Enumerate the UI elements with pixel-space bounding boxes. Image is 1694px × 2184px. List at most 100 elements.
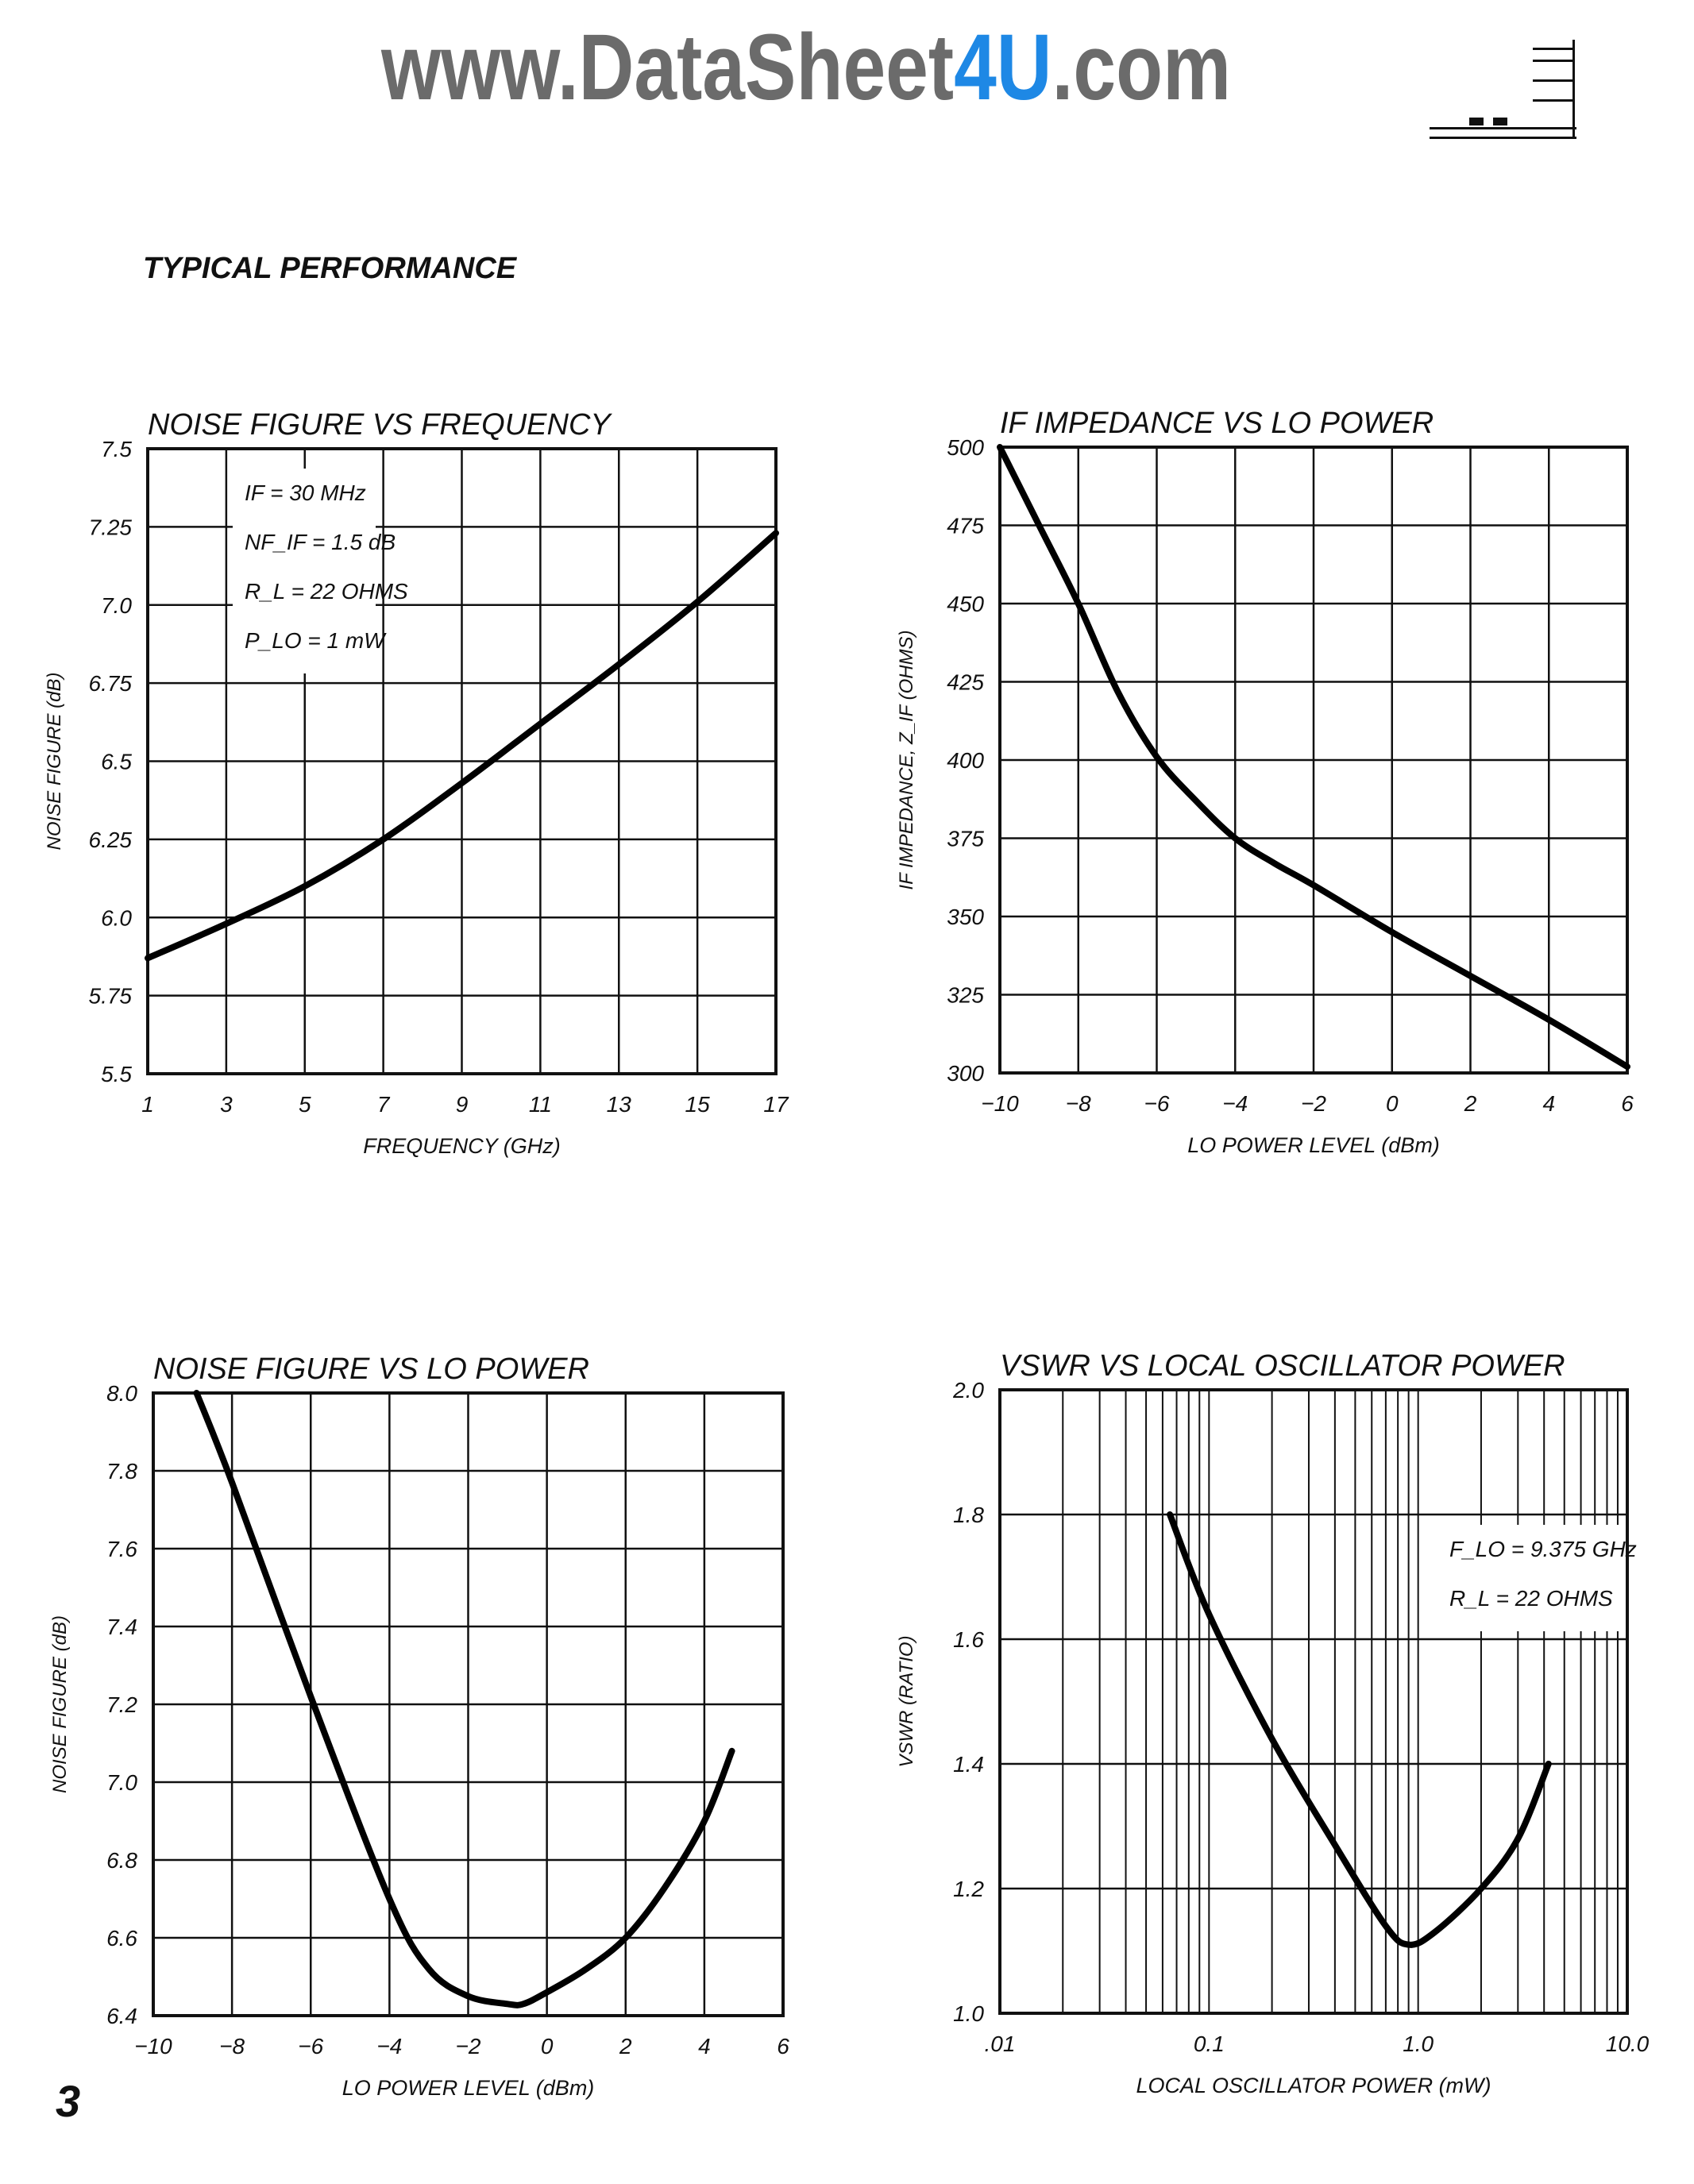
x-tick-label: 2 [619, 2034, 632, 2059]
y-tick-label: 8.0 [106, 1381, 137, 1406]
svg-text:www.DataSheet4U.com: www.DataSheet4U.com [380, 15, 1231, 120]
x-tick-label: 15 [685, 1092, 711, 1117]
x-tick-label: −8 [219, 2034, 245, 2059]
y-tick-label: 2.0 [952, 1378, 984, 1403]
x-tick-label: 1 [141, 1092, 154, 1117]
x-tick-label: .01 [985, 2032, 1016, 2056]
y-axis-label: NOISE FIGURE (dB) [49, 1615, 71, 1793]
x-tick-label: 4 [1542, 1091, 1555, 1116]
chart-title: NOISE FIGURE VS LO POWER [153, 1352, 589, 1386]
x-tick-label: 0 [541, 2034, 554, 2059]
y-tick-label: 7.25 [89, 515, 133, 539]
watermark-suffix: .com [1052, 15, 1231, 120]
y-tick-label: 6.6 [106, 1926, 137, 1951]
y-tick-label: 7.5 [101, 437, 132, 461]
y-tick-label: 7.0 [101, 593, 132, 618]
plot-frame [152, 1391, 785, 2017]
y-tick-label: 325 [947, 983, 984, 1008]
x-tick-label: −8 [1066, 1091, 1091, 1116]
chart-title: NOISE FIGURE VS FREQUENCY [148, 408, 612, 442]
x-axis-label: FREQUENCY (GHz) [363, 1134, 561, 1158]
annotation-background [1437, 1525, 1620, 1631]
x-tick-label: 3 [220, 1092, 233, 1117]
y-tick-label: 6.5 [101, 750, 132, 774]
x-tick-label: 0 [1386, 1091, 1399, 1116]
annotation-text: R_L = 22 OHMS [245, 579, 408, 604]
annotation-text: F_LO = 9.375 GHz [1449, 1537, 1637, 1561]
x-tick-label: 9 [456, 1092, 469, 1117]
y-tick-label: 7.6 [106, 1537, 137, 1561]
x-tick-label: −2 [456, 2034, 481, 2059]
y-axis-label: NOISE FIGURE (dB) [44, 672, 65, 850]
y-tick-label: 6.0 [101, 905, 132, 930]
x-tick-label: 7 [377, 1092, 391, 1117]
x-tick-label: −6 [1144, 1091, 1170, 1116]
x-tick-label: 6 [777, 2034, 789, 2059]
y-tick-label: 350 [947, 905, 984, 929]
y-tick-label: 500 [947, 435, 984, 460]
y-axis-label: VSWR (RATIO) [896, 1635, 917, 1767]
x-tick-label: −6 [298, 2034, 323, 2059]
plot-frame [998, 1388, 1629, 2015]
x-axis-label: LO POWER LEVEL (dBm) [342, 2076, 595, 2100]
data-series-line [1167, 1511, 1552, 1948]
x-tick-label: −4 [1222, 1091, 1248, 1116]
corner-logo-icon [1430, 40, 1576, 139]
x-tick-label: 10.0 [1606, 2032, 1650, 2056]
y-tick-label: 7.8 [106, 1459, 137, 1484]
watermark-logo: www.DataSheet4U.com [380, 15, 1231, 120]
x-tick-label: 11 [529, 1092, 552, 1117]
y-tick-label: 1.4 [953, 1752, 984, 1777]
x-tick-label: 1.0 [1403, 2032, 1434, 2056]
annotation-background [233, 469, 376, 673]
y-tick-label: 475 [947, 514, 984, 538]
y-tick-label: 400 [947, 748, 984, 773]
y-tick-label: 300 [947, 1061, 984, 1086]
plot-frame [998, 446, 1629, 1075]
y-tick-label: 6.75 [89, 671, 133, 696]
annotation-text: P_LO = 1 mW [245, 628, 387, 653]
watermark-accent: 4U [954, 15, 1052, 120]
x-tick-label: −4 [376, 2034, 402, 2059]
x-axis-label: LOCAL OSCILLATOR POWER (mW) [1136, 2074, 1491, 2097]
y-tick-label: 1.0 [953, 2001, 984, 2026]
y-tick-label: 375 [947, 827, 984, 851]
x-tick-label: −10 [134, 2034, 172, 2059]
annotation-text: IF = 30 MHz [245, 480, 366, 505]
x-axis-label: LO POWER LEVEL (dBm) [1187, 1133, 1440, 1157]
chart-title: IF IMPEDANCE VS LO POWER [1000, 407, 1434, 440]
x-tick-label: 17 [763, 1092, 789, 1117]
data-series-line [193, 1390, 735, 2008]
y-tick-label: 450 [947, 592, 984, 616]
annotation-text: R_L = 22 OHMS [1449, 1586, 1613, 1611]
y-tick-label: 6.25 [89, 828, 133, 852]
y-tick-label: 1.6 [953, 1627, 984, 1652]
x-tick-label: 6 [1621, 1091, 1634, 1116]
chart-4: F_LO = 9.375 GHz R_L = 22 OHMS .01 0.1 1.0 10… [896, 1349, 1650, 2097]
data-series-line [145, 530, 779, 962]
y-tick-label: 425 [947, 670, 984, 695]
x-tick-label: 0.1 [1194, 2032, 1225, 2056]
section-title: TYPICAL PERFORMANCE [143, 252, 518, 285]
x-tick-label: 2 [1464, 1091, 1477, 1116]
chart-title: VSWR VS LOCAL OSCILLATOR POWER [1000, 1349, 1565, 1383]
y-tick-label: 6.4 [106, 2004, 137, 2028]
x-tick-label: 13 [607, 1092, 632, 1117]
chart-3: −10 −8 −6 −4 −2 0 2 4 6 6.4 6.6 6.8 7.0 7.2 7.4 7.6 7.8 8… [49, 1352, 789, 2100]
y-tick-label: 1.8 [953, 1503, 984, 1527]
plot-frame [146, 447, 778, 1075]
x-tick-label: 4 [698, 2034, 711, 2059]
y-tick-label: 7.2 [106, 1692, 137, 1717]
y-tick-label: 7.4 [106, 1615, 137, 1639]
y-tick-label: 6.8 [106, 1848, 137, 1873]
y-tick-label: 5.5 [101, 1062, 132, 1086]
y-tick-label: 1.2 [953, 1877, 984, 1901]
y-axis-label: IF IMPEDANCE, Z_IF (OHMS) [896, 630, 917, 889]
page-number: 3 [56, 2076, 80, 2126]
x-tick-label: −2 [1301, 1091, 1326, 1116]
y-tick-label: 7.0 [106, 1770, 137, 1795]
chart-2: −10 −8 −6 −4 −2 0 2 4 6 300 325 350 375 400 425 450 475 5… [896, 407, 1634, 1157]
annotation-text: NF_IF = 1.5 dB [245, 530, 396, 554]
x-tick-label: −10 [981, 1091, 1019, 1116]
